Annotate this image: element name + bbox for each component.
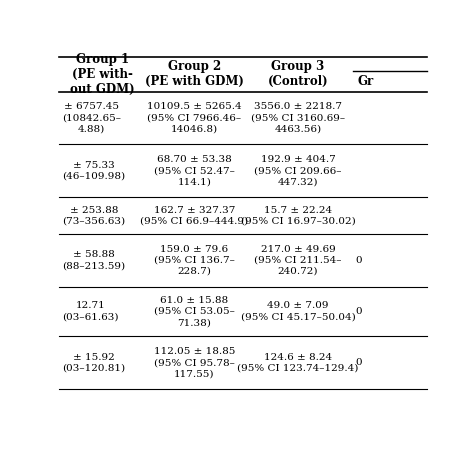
Text: 124.6 ± 8.24
(95% CI 123.74–129.4): 124.6 ± 8.24 (95% CI 123.74–129.4) (237, 353, 359, 373)
Text: 12.71
(03–61.63): 12.71 (03–61.63) (62, 301, 118, 321)
Text: 112.05 ± 18.85
(95% CI 95.78–
117.55): 112.05 ± 18.85 (95% CI 95.78– 117.55) (154, 347, 235, 378)
Text: 0: 0 (355, 307, 362, 316)
Text: ± 15.92
(03–120.81): ± 15.92 (03–120.81) (62, 353, 125, 373)
Text: 68.70 ± 53.38
(95% CI 52.47–
114.1): 68.70 ± 53.38 (95% CI 52.47– 114.1) (154, 155, 235, 187)
Text: 0: 0 (355, 358, 362, 367)
Text: 49.0 ± 7.09
(95% CI 45.17–50.04): 49.0 ± 7.09 (95% CI 45.17–50.04) (241, 301, 356, 321)
Text: ± 75.33
(46–109.98): ± 75.33 (46–109.98) (62, 161, 125, 181)
Text: 192.9 ± 404.7
(95% CI 209.66–
447.32): 192.9 ± 404.7 (95% CI 209.66– 447.32) (254, 155, 342, 187)
Text: Group 1
(PE with-
out GDM): Group 1 (PE with- out GDM) (70, 53, 135, 96)
Text: Gr: Gr (358, 74, 374, 88)
Text: 15.7 ± 22.24
(95% CI 16.97–30.02): 15.7 ± 22.24 (95% CI 16.97–30.02) (241, 206, 356, 226)
Text: 10109.5 ± 5265.4
(95% CI 7966.46–
14046.8): 10109.5 ± 5265.4 (95% CI 7966.46– 14046.… (147, 102, 242, 134)
Text: ± 6757.45
(10842.65–
4.88): ± 6757.45 (10842.65– 4.88) (62, 102, 121, 134)
Text: 3556.0 ± 2218.7
(95% CI 3160.69–
4463.56): 3556.0 ± 2218.7 (95% CI 3160.69– 4463.56… (251, 102, 345, 134)
Text: 61.0 ± 15.88
(95% CI 53.05–
71.38): 61.0 ± 15.88 (95% CI 53.05– 71.38) (154, 296, 235, 327)
Text: ± 58.88
(88–213.59): ± 58.88 (88–213.59) (62, 250, 125, 270)
Text: 159.0 ± 79.6
(95% CI 136.7–
228.7): 159.0 ± 79.6 (95% CI 136.7– 228.7) (154, 245, 235, 276)
Text: Group 2
(PE with GDM): Group 2 (PE with GDM) (145, 60, 244, 88)
Text: Group 3
(Control): Group 3 (Control) (268, 60, 328, 88)
Text: 162.7 ± 327.37
(95% CI 66.9–444.9): 162.7 ± 327.37 (95% CI 66.9–444.9) (140, 206, 248, 226)
Text: ± 253.88
(73–356.63): ± 253.88 (73–356.63) (62, 206, 125, 226)
Text: 217.0 ± 49.69
(95% CI 211.54–
240.72): 217.0 ± 49.69 (95% CI 211.54– 240.72) (254, 245, 342, 276)
Text: 0: 0 (355, 256, 362, 265)
